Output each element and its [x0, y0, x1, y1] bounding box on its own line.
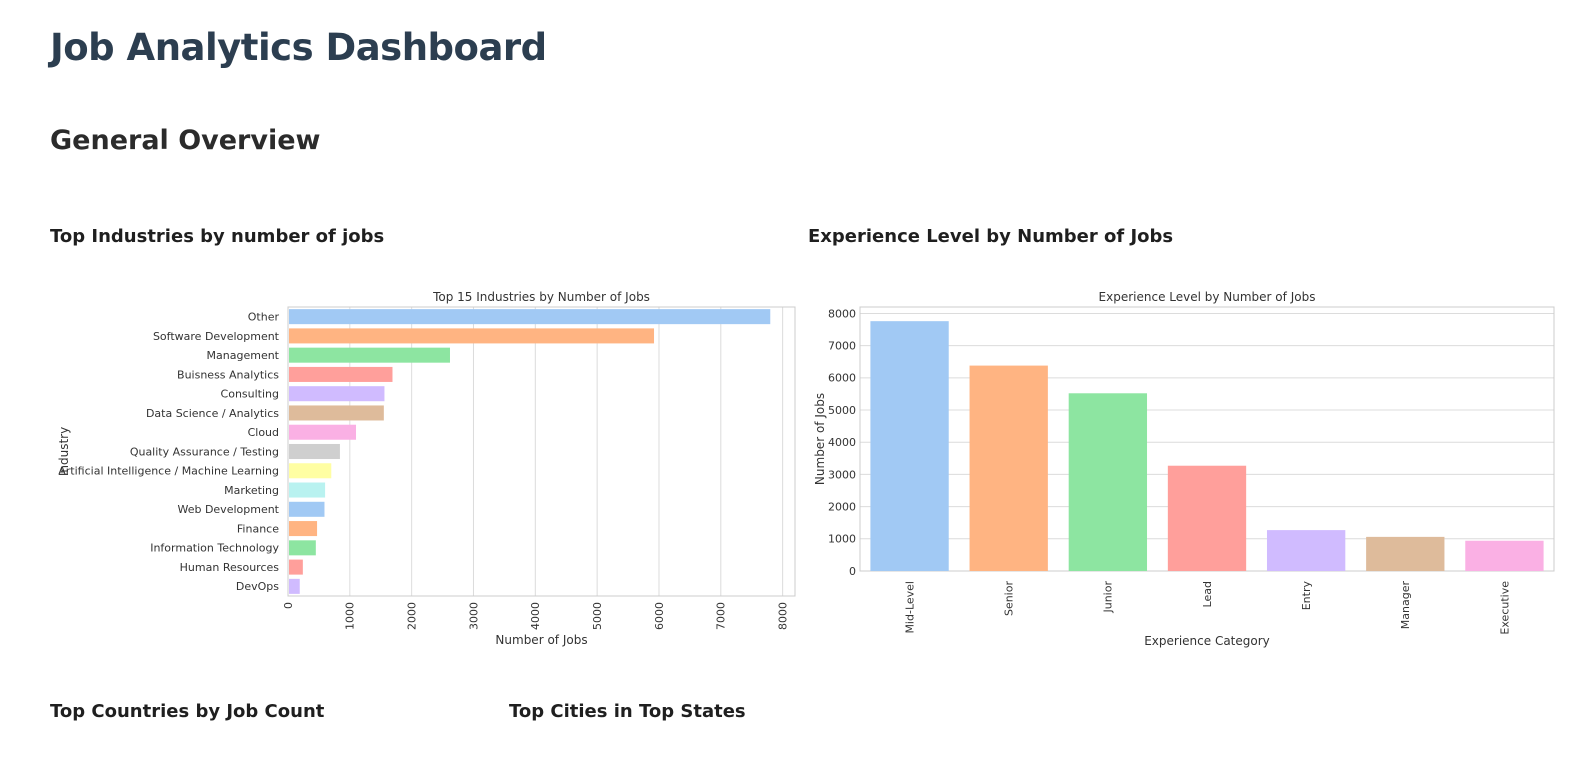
experience-chart: Experience Level by Number of Jobs 0 1000 2…: [808, 283, 1560, 653]
bar-human-resources: [289, 559, 303, 575]
y-tick-label: 8000: [828, 307, 856, 320]
bar-information-technology: [289, 540, 316, 556]
y-tick-label: Consulting: [221, 388, 279, 401]
bar-junior: [1068, 393, 1148, 571]
x-tick-label: 3000: [467, 602, 480, 630]
y-tick-label: 2000: [828, 500, 856, 513]
y-tick-label: 5000: [828, 404, 856, 417]
y-tick-label: 0: [849, 565, 856, 578]
bar-executive: [1465, 540, 1544, 571]
y-tick-label: Cloud: [248, 426, 279, 439]
y-tick-label: Management: [207, 349, 280, 362]
x-tick-label: 1000: [344, 602, 357, 630]
bar-marketing: [289, 482, 326, 498]
y-tick-label: Marketing: [224, 484, 279, 497]
bar-web-development: [289, 501, 325, 517]
experience-subheader: Experience Level by Number of Jobs: [808, 226, 1174, 247]
x-tick-label: Executive: [1498, 581, 1511, 635]
y-tick-label: DevOps: [236, 580, 279, 593]
y-tick-label: Buisness Analytics: [177, 368, 279, 381]
y-tick-label: Quality Assurance / Testing: [130, 445, 279, 458]
y-tick-label: Data Science / Analytics: [146, 407, 279, 420]
y-tick-label: Software Development: [153, 330, 280, 343]
bar-cloud: [289, 424, 357, 440]
y-tick-label: 6000: [828, 372, 856, 385]
x-axis-label: Experience Category: [1144, 634, 1270, 648]
chart-title: Experience Level by Number of Jobs: [1099, 290, 1316, 304]
industries-subheader: Top Industries by number of jobs: [50, 226, 385, 247]
y-tick-label: 3000: [828, 468, 856, 481]
x-tick-label: 4000: [529, 602, 542, 630]
industries-bar-chart: Top 15 Industries by Number of Jobs 0 1000…: [57, 290, 796, 647]
bar-software-development: [289, 328, 655, 344]
y-tick-label: Other: [248, 310, 280, 323]
x-tick-label: 5000: [591, 602, 604, 630]
x-tick-label: Entry: [1300, 581, 1313, 611]
y-axis-label: Industry: [57, 427, 71, 476]
x-tick-label: Mid-Level: [903, 581, 916, 634]
bar-consulting: [289, 386, 385, 402]
bar-lead: [1167, 465, 1247, 571]
bar-buisness-analytics: [289, 366, 393, 382]
x-tick-label: 8000: [776, 602, 789, 630]
bar-data-science-analytics: [289, 405, 384, 421]
y-tick-label: Finance: [237, 522, 279, 535]
y-tick-label: 7000: [828, 339, 856, 352]
y-tick-label: Artificial Intelligence / Machine Learni…: [58, 465, 279, 478]
x-tick-label: 7000: [715, 602, 728, 630]
bar-mid-level: [870, 321, 949, 571]
x-tick-label: Lead: [1201, 581, 1214, 607]
bar-quality-assurance-testing: [289, 443, 340, 460]
y-axis-label: Number of Jobs: [813, 393, 827, 485]
y-tick-label: 4000: [828, 436, 856, 449]
page-title: Job Analytics Dashboard: [50, 26, 547, 69]
bar-devops: [289, 578, 300, 594]
bar-entry: [1266, 530, 1346, 571]
bar-senior: [969, 365, 1048, 571]
bar-manager: [1366, 536, 1445, 571]
x-tick-label: 6000: [653, 602, 666, 630]
industries-chart: Top 15 Industries by Number of Jobs 0 1000…: [50, 283, 800, 653]
bar-artificial-intelligence-machine-learning: [289, 463, 332, 479]
experience-bar-chart: Experience Level by Number of Jobs 0 1000 2…: [813, 290, 1555, 648]
section-title: General Overview: [50, 125, 321, 156]
y-tick-label: Web Development: [177, 503, 279, 516]
chart-title: Top 15 Industries by Number of Jobs: [432, 290, 650, 304]
y-tick-label: Information Technology: [150, 542, 279, 555]
y-tick-label: 1000: [828, 533, 856, 546]
x-axis-label: Number of Jobs: [495, 633, 587, 647]
bar-other: [289, 309, 771, 325]
cities-subheader: Top Cities in Top States: [509, 701, 746, 722]
y-tick-label: Human Resources: [180, 561, 280, 574]
x-tick-label: 0: [282, 602, 295, 609]
x-tick-label: Senior: [1003, 581, 1016, 617]
x-tick-label: Junior: [1102, 581, 1115, 614]
plot-frame: [287, 306, 796, 597]
x-tick-label: Manager: [1399, 581, 1412, 630]
bar-management: [289, 347, 450, 363]
bar-finance: [289, 521, 318, 537]
x-tick-label: 2000: [406, 602, 419, 630]
countries-subheader: Top Countries by Job Count: [50, 701, 325, 722]
